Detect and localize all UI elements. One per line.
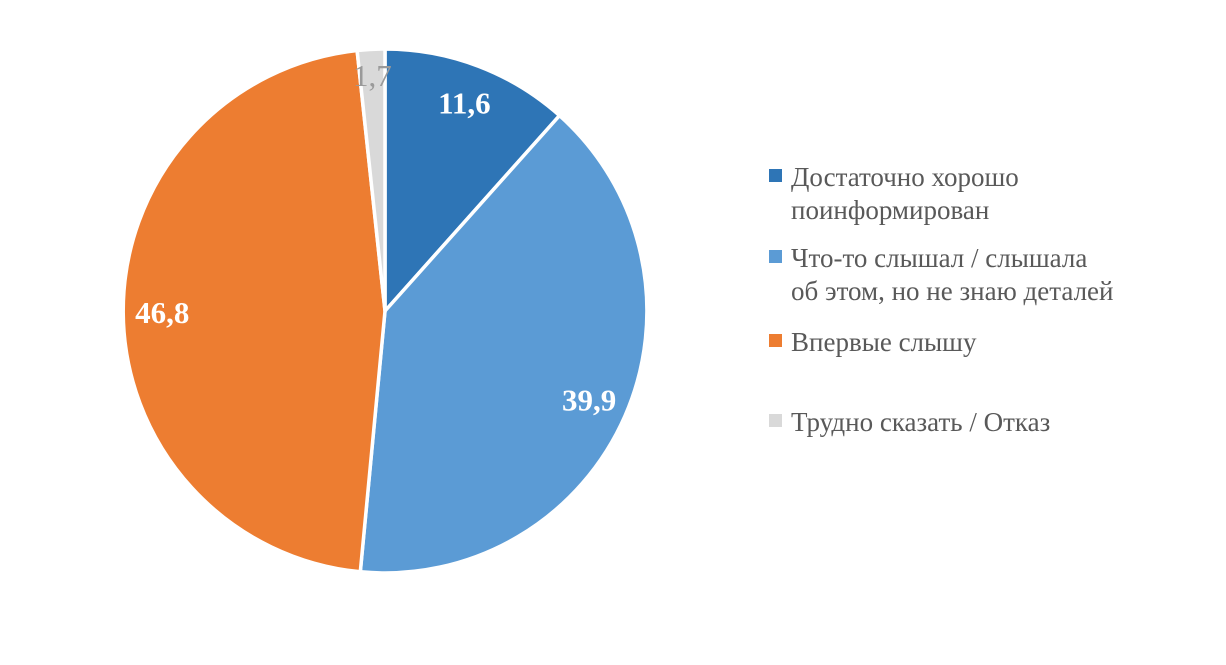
legend-swatch: [769, 334, 782, 347]
pie-slice-label: 39,9: [562, 383, 616, 418]
pie-slice: [121, 48, 387, 574]
legend-swatch: [769, 169, 782, 182]
legend-swatch: [769, 250, 782, 263]
legend-item-label: Что-то слышал / слышала об этом, но не з…: [791, 243, 1114, 306]
pie-slice: [355, 47, 387, 313]
legend-item: Достаточно хорошо поинформирован: [769, 161, 1159, 227]
pie-slice-label: 46,8: [135, 295, 189, 330]
legend-swatch: [769, 414, 782, 427]
legend-item-label: Достаточно хорошо поинформирован: [791, 162, 1019, 225]
pie-slice-label: 11,6: [438, 85, 491, 120]
legend: Достаточно хорошо поинформирован Что-то …: [769, 161, 1159, 439]
pie-slice-label: 1,7: [353, 58, 392, 93]
legend-item: Впервые слышу: [769, 326, 1159, 359]
pie-slice: [383, 47, 562, 313]
legend-item: Трудно сказать / Отказ: [769, 406, 1159, 439]
legend-item: Что-то слышал / слышала об этом, но не з…: [769, 242, 1159, 308]
legend-item-label: Впервые слышу: [791, 327, 977, 357]
pie-slice: [358, 113, 649, 575]
legend-item-label: Трудно сказать / Отказ: [791, 407, 1051, 437]
pie-chart: 11,6 39,9 46,8 1,7: [121, 47, 649, 575]
